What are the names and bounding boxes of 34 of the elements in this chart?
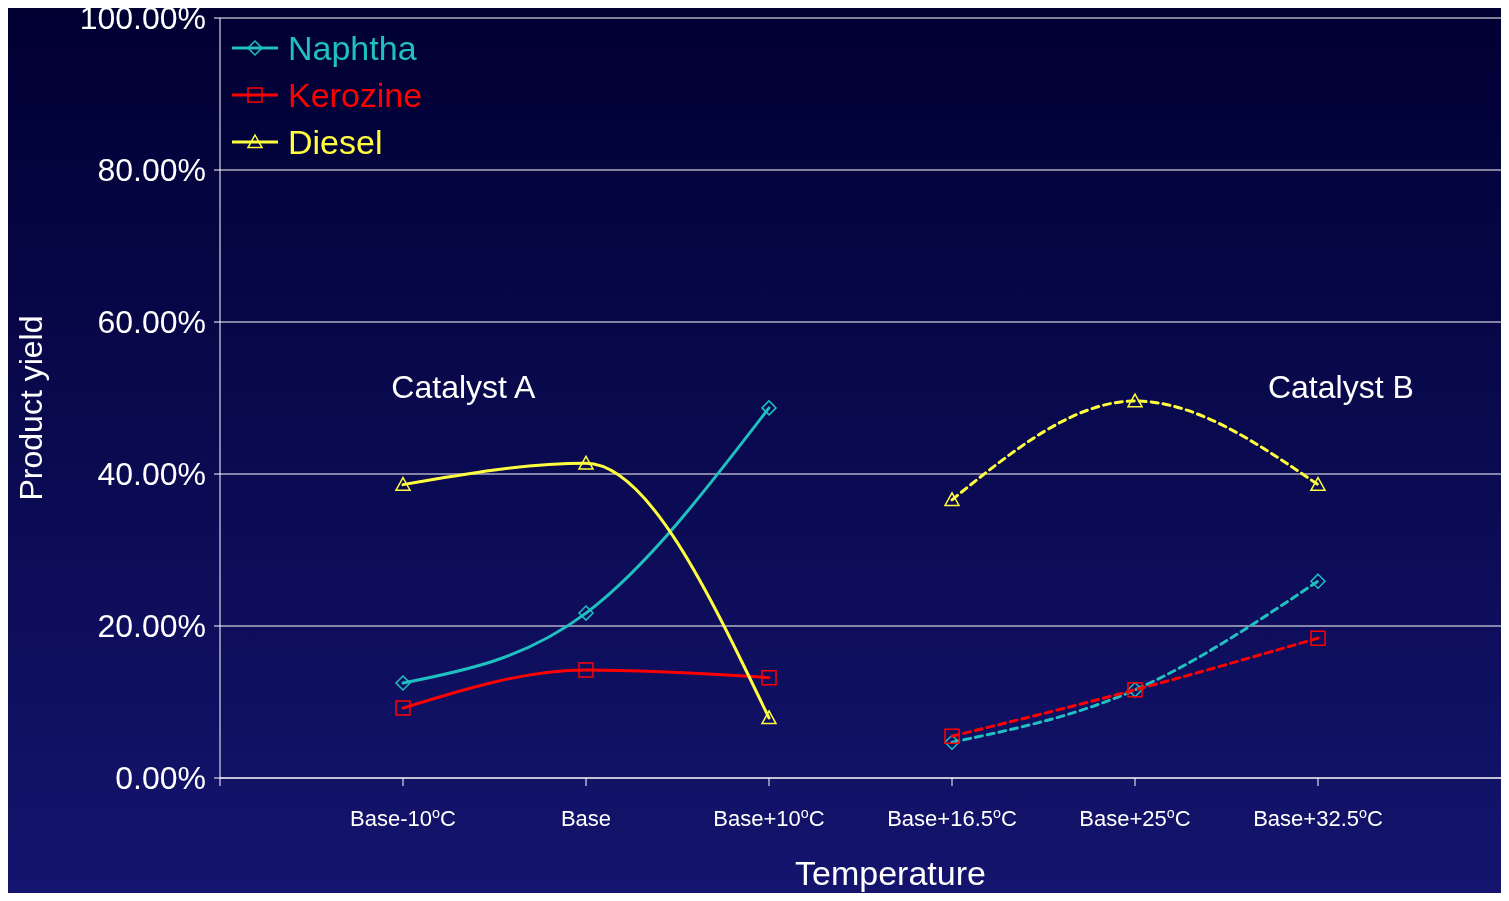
x-tick-label: Base+10$^{o}$C <box>713 805 825 831</box>
y-axis-title: Product yield <box>13 315 49 501</box>
x-tick-label: Base+32.5$^{o}$C <box>1253 805 1383 831</box>
y-tick-label: 40.00% <box>97 456 206 493</box>
point <box>944 734 960 751</box>
point <box>395 675 411 691</box>
point <box>944 728 960 744</box>
point <box>395 700 411 716</box>
legend-label: Naphtha <box>288 28 417 67</box>
point <box>1127 393 1143 408</box>
point <box>578 455 594 470</box>
point <box>578 605 594 621</box>
point <box>944 492 960 507</box>
x-tick-label: Base+25$^{o}$C <box>1079 805 1191 831</box>
point <box>578 662 594 678</box>
y-tick-label: 20.00% <box>97 608 206 645</box>
y-tick-label: 80.00% <box>97 152 206 189</box>
point <box>1310 630 1326 646</box>
legend-label: Diesel <box>288 122 383 161</box>
y-tick-label: 60.00% <box>97 304 206 341</box>
x-tick-label: Base+16.5$^{o}$C <box>887 805 1017 831</box>
point <box>761 710 777 725</box>
x-axis-title: Temperature <box>795 854 986 892</box>
point <box>761 400 777 416</box>
point <box>761 669 777 686</box>
point <box>395 476 411 491</box>
annotation: Catalyst B <box>1267 369 1414 405</box>
legend-label: Kerozine <box>288 75 423 114</box>
x-tick-label: Base-10$^{o}$C <box>350 805 457 831</box>
point <box>1310 573 1326 589</box>
x-tick-label: Base <box>560 806 612 831</box>
y-tick-label: 0.00% <box>115 760 206 797</box>
point <box>1310 476 1326 491</box>
annotation: Catalyst A <box>391 369 537 405</box>
